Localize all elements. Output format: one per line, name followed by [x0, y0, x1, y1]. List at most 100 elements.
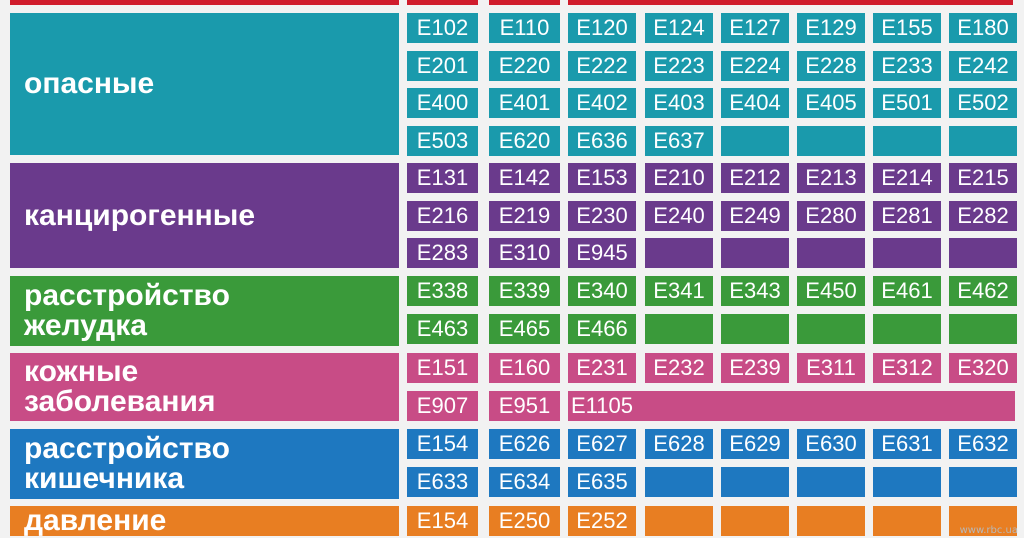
empty-cell — [721, 238, 789, 268]
empty-cell — [949, 466, 1017, 497]
empty-cell — [873, 125, 941, 156]
additive-code: E214 — [873, 163, 941, 193]
additive-code: E127 — [721, 13, 789, 43]
additive-code: E110 — [489, 13, 560, 43]
additive-code: E907 — [407, 390, 478, 421]
additive-code: E250 — [489, 506, 560, 536]
additive-code: E228 — [797, 50, 865, 81]
additive-code: E635 — [568, 466, 636, 497]
additive-code: E124 — [645, 13, 713, 43]
additive-code: E341 — [645, 276, 713, 306]
category-stomach: расстройство желудка — [10, 276, 399, 346]
additive-code: E465 — [489, 313, 560, 344]
additive-code: E102 — [407, 13, 478, 43]
additive-code: E252 — [568, 506, 636, 536]
additive-code: E636 — [568, 125, 636, 156]
additive-code: E282 — [949, 200, 1017, 231]
additive-code: E283 — [407, 238, 478, 268]
additive-code: E151 — [407, 353, 478, 383]
additive-code: E626 — [489, 429, 560, 459]
additive-code: E160 — [489, 353, 560, 383]
top-bar-segment — [407, 0, 478, 5]
additive-code: E201 — [407, 50, 478, 81]
additive-code: E632 — [949, 429, 1017, 459]
additive-code: E312 — [873, 353, 941, 383]
additive-code: E503 — [407, 125, 478, 156]
empty-cell — [645, 506, 713, 536]
additive-code: E502 — [949, 88, 1017, 118]
additive-code: E466 — [568, 313, 636, 344]
empty-cell — [873, 238, 941, 268]
additive-code: E311 — [797, 353, 865, 383]
empty-cell — [797, 506, 865, 536]
category-label: расстройство — [24, 279, 230, 312]
additive-code: E631 — [873, 429, 941, 459]
category-pressure: давление — [10, 506, 399, 536]
additive-code: E629 — [721, 429, 789, 459]
empty-cell — [949, 238, 1017, 268]
category-carcinogenic: канцирогенные — [10, 163, 399, 268]
additive-code: E210 — [645, 163, 713, 193]
additive-code: E222 — [568, 50, 636, 81]
additive-code: E633 — [407, 466, 478, 497]
category-label: опасные — [24, 67, 155, 100]
additive-code: E401 — [489, 88, 560, 118]
additive-code: E628 — [645, 429, 713, 459]
empty-cell — [949, 313, 1017, 344]
top-bar-segment — [489, 0, 560, 5]
additive-code: E634 — [489, 466, 560, 497]
empty-cell — [797, 238, 865, 268]
empty-cell — [645, 238, 713, 268]
additive-code: E461 — [873, 276, 941, 306]
additive-code: E620 — [489, 125, 560, 156]
additive-code: E280 — [797, 200, 865, 231]
additive-code: E129 — [797, 13, 865, 43]
additive-code: E231 — [568, 353, 636, 383]
additive-code: E403 — [645, 88, 713, 118]
additive-code: E142 — [489, 163, 560, 193]
additive-code: E320 — [949, 353, 1017, 383]
additive-code: E180 — [949, 13, 1017, 43]
additive-code: E338 — [407, 276, 478, 306]
additive-code: E223 — [645, 50, 713, 81]
top-bar-segment — [568, 0, 1013, 5]
additive-code: E310 — [489, 238, 560, 268]
additive-code: E153 — [568, 163, 636, 193]
additive-code: E340 — [568, 276, 636, 306]
category-label: кожные — [24, 355, 139, 388]
category-label: расстройство — [24, 432, 230, 465]
additive-code: E400 — [407, 88, 478, 118]
additive-code: E120 — [568, 13, 636, 43]
empty-cell — [873, 466, 941, 497]
additive-code: E154 — [407, 429, 478, 459]
additive-code: E463 — [407, 313, 478, 344]
additive-code: E224 — [721, 50, 789, 81]
additive-code: E240 — [645, 200, 713, 231]
watermark: www.rbc.ua — [959, 525, 1018, 536]
empty-cell — [797, 125, 865, 156]
additive-code: E339 — [489, 276, 560, 306]
category-dangerous: опасные — [10, 13, 399, 155]
additive-code: E215 — [949, 163, 1017, 193]
additive-code: E233 — [873, 50, 941, 81]
additive-code: E242 — [949, 50, 1017, 81]
category-label: канцирогенные — [24, 198, 256, 232]
additive-code: E232 — [645, 353, 713, 383]
additive-code: E216 — [407, 200, 478, 231]
category-label: давление — [24, 504, 167, 537]
additive-code: E281 — [873, 200, 941, 231]
top-bar-segment — [10, 0, 399, 5]
additive-code: E220 — [489, 50, 560, 81]
additive-code: E450 — [797, 276, 865, 306]
empty-cell — [721, 125, 789, 156]
empty-cell — [645, 466, 713, 497]
additive-code: E343 — [721, 276, 789, 306]
empty-cell — [797, 313, 865, 344]
additive-code: E630 — [797, 429, 865, 459]
category-label: желудка — [24, 309, 147, 342]
additive-code: E1105 — [568, 390, 1015, 421]
additive-code: E154 — [407, 506, 478, 536]
category-skin: кожные заболевания — [10, 353, 399, 421]
empty-cell — [721, 466, 789, 497]
empty-cell — [721, 506, 789, 536]
